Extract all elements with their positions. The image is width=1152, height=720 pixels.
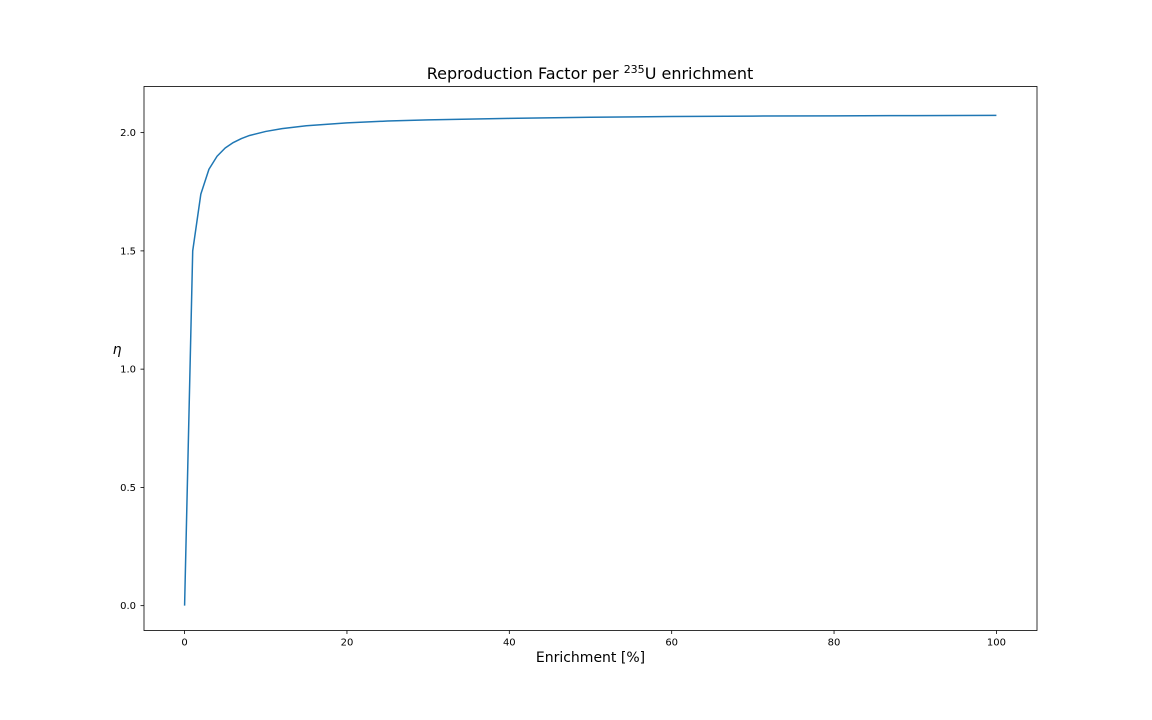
- y-axis-label: η: [113, 342, 122, 358]
- axes-frame: [143, 86, 1038, 631]
- x-tick-label: 80: [828, 638, 841, 649]
- x-tick-label: 0: [181, 638, 187, 649]
- x-tick-label: 60: [665, 638, 678, 649]
- y-tick-label: 1.5: [120, 246, 136, 257]
- x-tick-label: 40: [503, 638, 516, 649]
- chart-title: Reproduction Factor per 235U enrichment: [427, 63, 754, 83]
- y-tick-label: 0.5: [120, 483, 136, 494]
- x-tick-label: 20: [341, 638, 354, 649]
- plot-area: 0 20 40 60 80 100 0.0 0.5 1.0 1.5 2.0: [120, 114, 1006, 649]
- x-axis-label: Enrichment [%]: [536, 650, 645, 666]
- y-tick-label: 2.0: [120, 128, 136, 139]
- x-tick-label: 100: [987, 638, 1006, 649]
- title-superscript: 235: [624, 63, 645, 76]
- y-tick-label: 0.0: [120, 601, 136, 612]
- y-tick-label: 1.0: [120, 365, 136, 376]
- series-line: [183, 114, 997, 606]
